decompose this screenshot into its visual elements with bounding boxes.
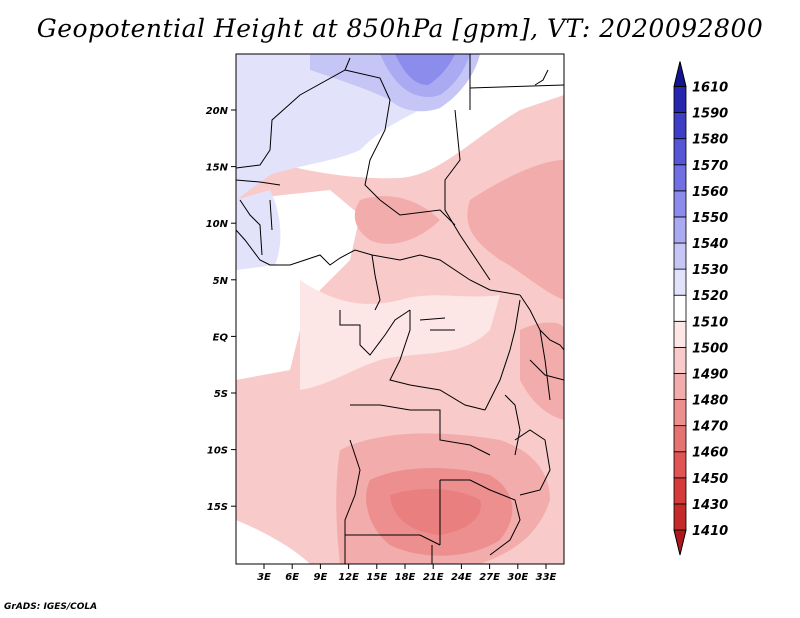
colorbar-segment (673, 373, 687, 400)
colorbar-label: 1490 (692, 367, 728, 382)
colorbar-label: 1550 (692, 211, 728, 226)
colorbar-label: 1410 (692, 524, 728, 539)
colorbar-segment (673, 294, 687, 322)
colorbar-segment (673, 399, 687, 427)
colorbar-label: 1610 (692, 81, 728, 96)
colorbar-label: 1520 (692, 289, 728, 304)
colorbar-label: 1480 (692, 394, 728, 409)
colorbar-label: 1560 (692, 185, 728, 200)
colorbar-segment (673, 268, 687, 296)
lon-tick-label: 18E (395, 572, 416, 583)
colorbar-label: 1450 (692, 472, 728, 487)
lon-tick-label: 9E (314, 572, 328, 583)
lat-tick-label: EQ (213, 332, 229, 343)
colorbar-label: 1590 (692, 107, 728, 122)
colorbar-segment (673, 138, 687, 166)
lon-tick-label: 15E (366, 572, 387, 583)
lon-tick-label: 6E (285, 572, 299, 583)
colorbar-segment (673, 164, 687, 192)
colorbar-label: 1580 (692, 133, 728, 148)
lat-tick-label: 15N (206, 163, 229, 174)
colorbar-segment (673, 112, 687, 140)
height-field (236, 54, 564, 564)
colorbar-segment (673, 477, 687, 505)
lat-tick-label: 5N (213, 276, 229, 287)
map-frame (235, 53, 565, 565)
colorbar-segment (673, 503, 687, 531)
colorbar-segment (673, 190, 687, 218)
colorbar-label: 1530 (692, 263, 728, 278)
colorbar: 1410 1430 1450 1460 1470 1480 1490 1500 1510 1520… (673, 61, 728, 556)
colorbar-label: 1510 (692, 315, 728, 330)
lon-tick-label: 24E (451, 572, 472, 583)
longitude-axis: 3E 6E 9E 12E 15E 18E 21E 24E 27E 30E 33E (257, 564, 557, 583)
lon-tick-label: 12E (338, 572, 359, 583)
colorbar-label: 1430 (692, 498, 728, 513)
colorbar-segment (673, 86, 687, 113)
colorbar-segment (673, 216, 687, 244)
lat-tick-label: 5S (214, 389, 228, 400)
colorbar-segment (673, 320, 687, 348)
colorbar-segment (673, 529, 687, 556)
colorbar-segment (673, 425, 687, 453)
lon-tick-label: 33E (536, 572, 557, 583)
lat-tick-label: 20N (206, 106, 229, 117)
colorbar-label: 1540 (692, 237, 728, 252)
colorbar-segment (673, 61, 687, 87)
lon-tick-label: 21E (423, 572, 444, 583)
colorbar-label: 1500 (692, 341, 728, 356)
grads-credit: GrADS: IGES/COLA (4, 602, 98, 612)
colorbar-segment (673, 451, 687, 479)
lon-tick-label: 30E (507, 572, 528, 583)
colorbar-segment (673, 242, 687, 270)
map-title: Geopotential Height at 850hPa [gpm], VT:… (36, 14, 764, 43)
lon-tick-label: 3E (257, 572, 271, 583)
lon-tick-label: 27E (479, 572, 500, 583)
lat-tick-label: 10S (207, 446, 228, 457)
lat-tick-label: 15S (207, 502, 228, 513)
colorbar-label: 1460 (692, 446, 728, 461)
latitude-axis: 20N 15N 10N 5N EQ 5S 10S 15S (206, 106, 236, 513)
colorbar-label: 1470 (692, 420, 728, 435)
colorbar-label: 1570 (692, 159, 728, 174)
lat-tick-label: 10N (206, 219, 229, 230)
country-borders (236, 54, 564, 564)
colorbar-segment (673, 346, 687, 374)
